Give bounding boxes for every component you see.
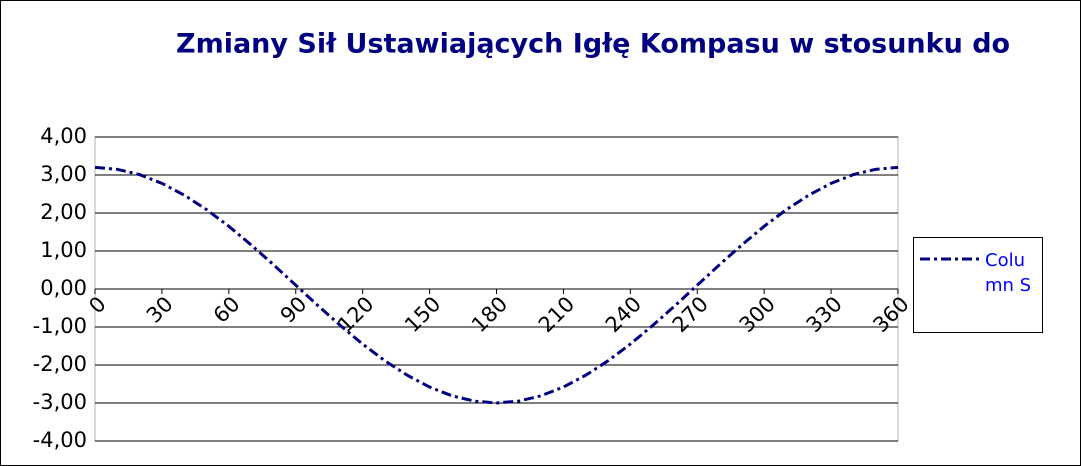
- y-tick-label: -1,00: [33, 314, 87, 338]
- chart-title: Zmiany Sił Ustawiających Igłę Kompasu w …: [176, 29, 1010, 60]
- y-tick-label: -3,00: [33, 390, 87, 414]
- y-tick-label: 3,00: [40, 162, 87, 186]
- y-tick-label: 1,00: [40, 238, 87, 262]
- y-tick-label: 0,00: [40, 276, 87, 300]
- y-tick-label: 2,00: [40, 200, 87, 224]
- y-tick-label: -4,00: [33, 428, 87, 452]
- legend-box: [913, 237, 1043, 333]
- y-tick-label: 4,00: [40, 124, 87, 148]
- legend-label: Column S: [985, 250, 1032, 296]
- y-tick-label: -2,00: [33, 352, 87, 376]
- data-line: [94, 165, 899, 405]
